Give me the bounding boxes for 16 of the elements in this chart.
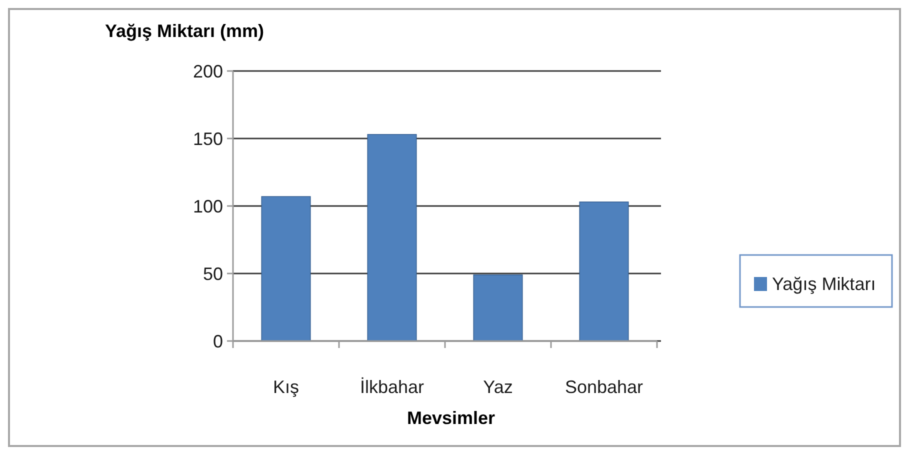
legend-label: Yağış Miktarı xyxy=(772,274,876,294)
bar xyxy=(473,274,523,342)
bar xyxy=(367,134,417,342)
x-tick-label: Kış xyxy=(272,377,300,397)
x-tick-label: Sonbahar xyxy=(564,377,644,397)
bar xyxy=(261,196,311,342)
y-tick-label: 150 xyxy=(192,128,223,149)
y-tick-label: 100 xyxy=(192,196,223,216)
y-tick-label: 0 xyxy=(212,331,223,352)
x-tick-label: İlkbahar xyxy=(360,377,424,397)
y-tick-label: 200 xyxy=(192,61,223,82)
x-axis-title: Mevsimler xyxy=(406,408,496,428)
y-tick-label: 50 xyxy=(202,264,223,284)
x-tick-label: Yaz xyxy=(483,377,513,397)
y-axis-title: Yağış Miktarı (mm) xyxy=(105,21,264,41)
bar xyxy=(579,202,629,342)
